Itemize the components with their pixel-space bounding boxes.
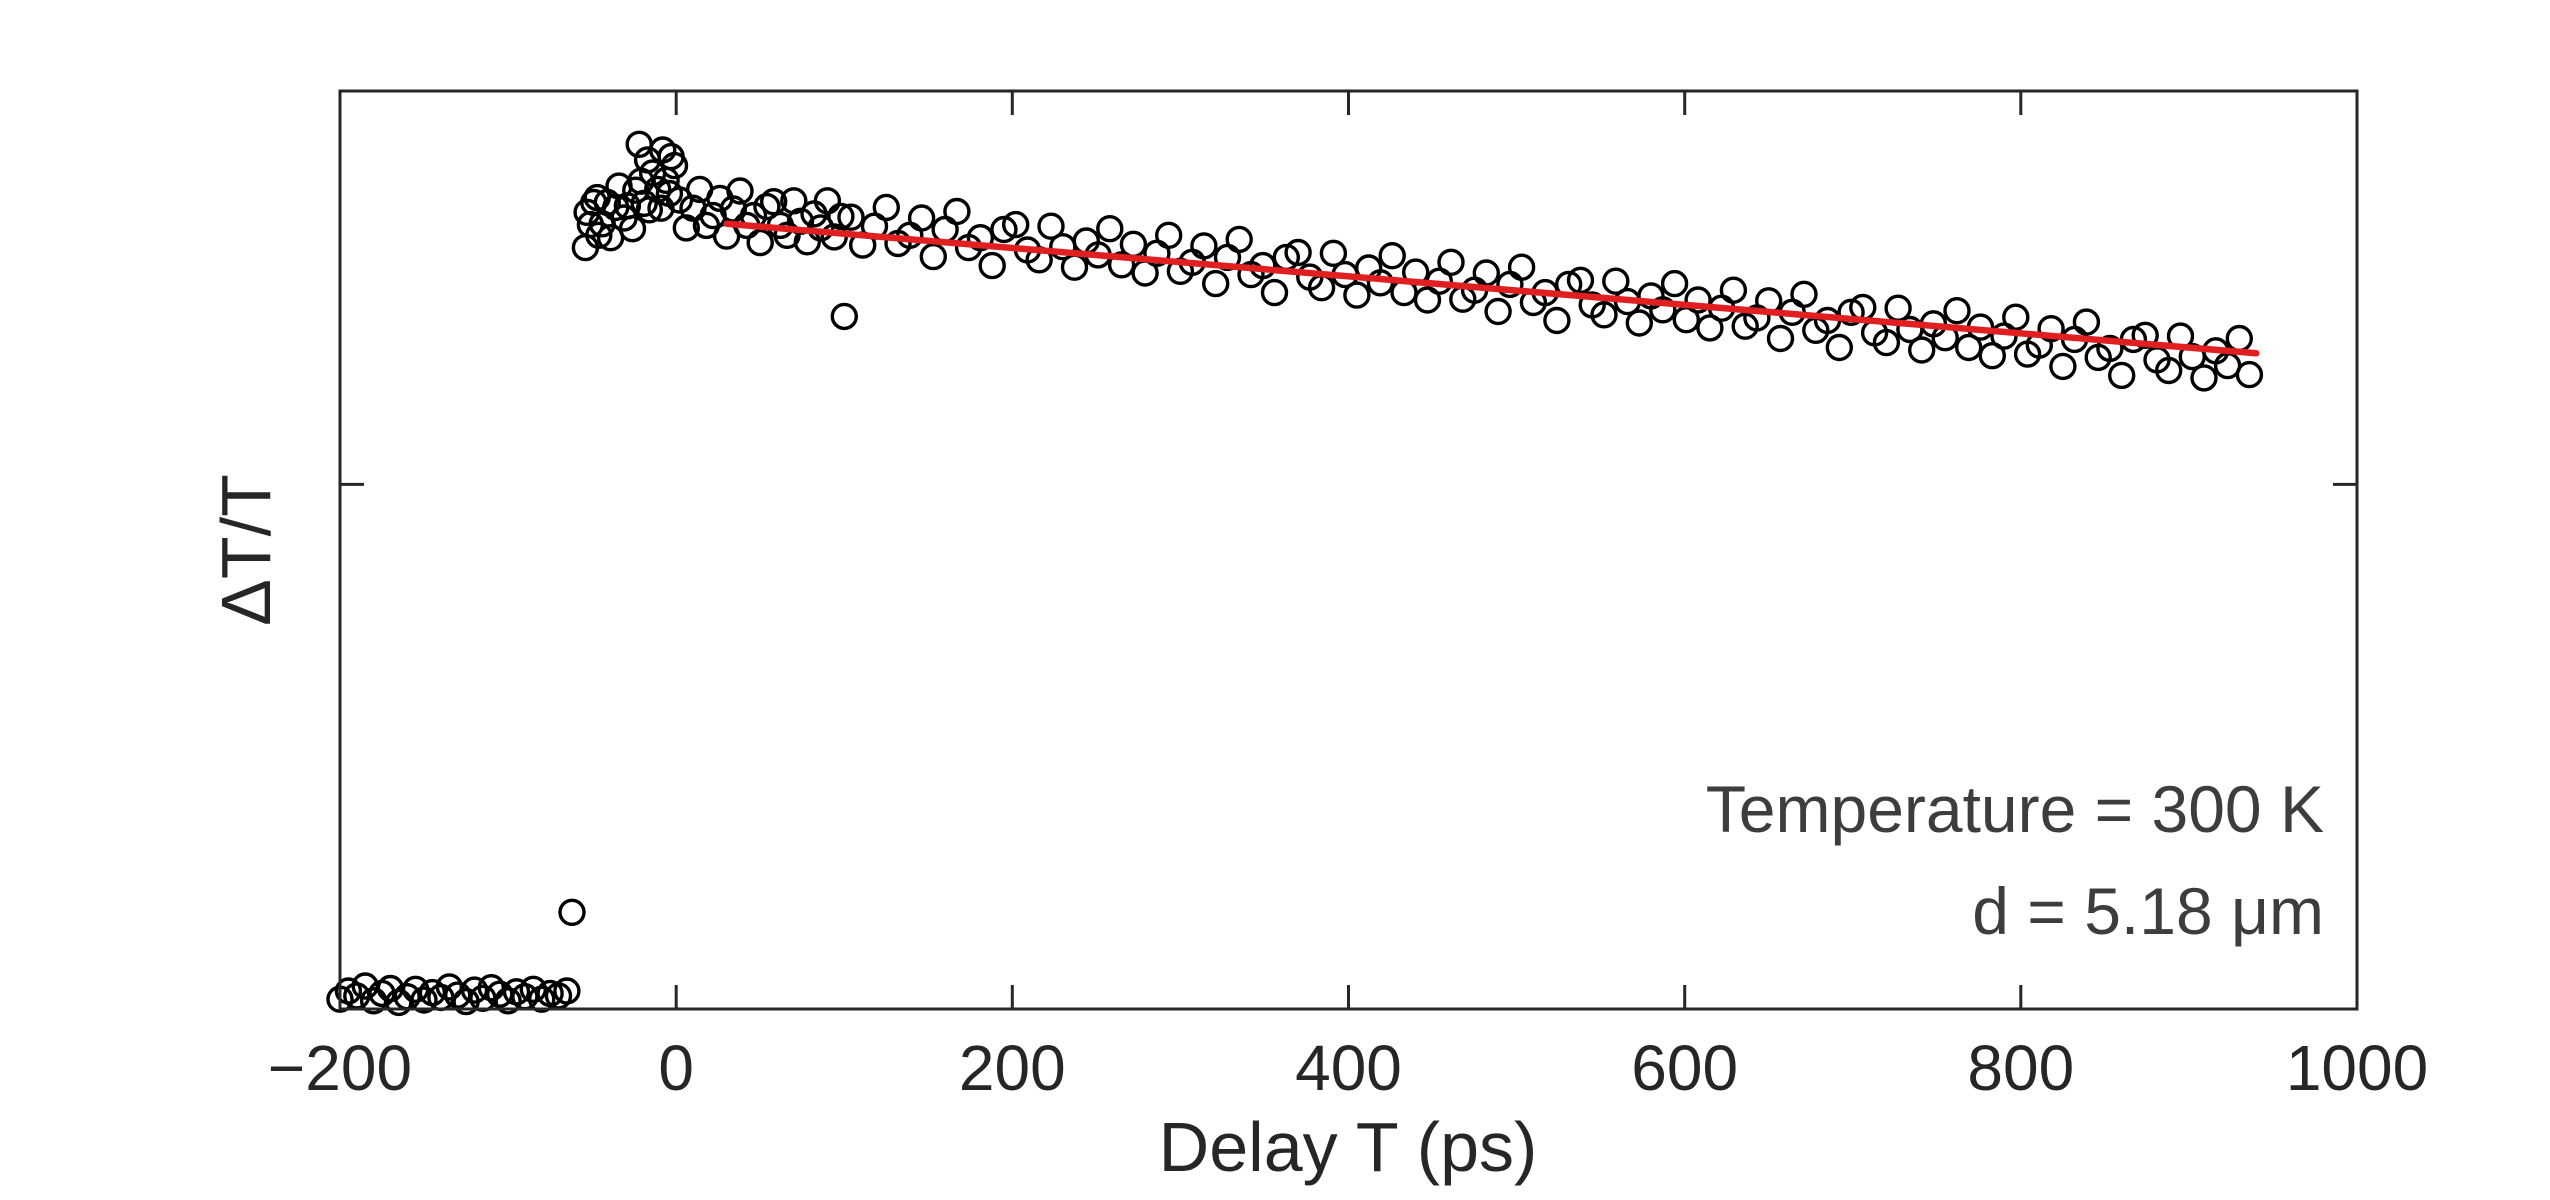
annotation-temperature: Temperature = 300 K [1705, 772, 2324, 846]
data-point [585, 221, 613, 250]
data-point [830, 302, 858, 331]
data-point [1284, 238, 1312, 267]
data-point [2235, 360, 2264, 389]
data-point [990, 215, 1018, 244]
annotation-block: Temperature = 300 K d = 5.18 μm [1706, 758, 2324, 962]
data-point [1954, 333, 1983, 362]
data-point [1319, 239, 1348, 268]
x-tick-label: 0 [658, 1032, 694, 1104]
data-point [2190, 364, 2218, 392]
data-point [553, 977, 581, 1005]
data-point [1437, 248, 1465, 276]
data-point [618, 214, 647, 243]
data-point [2049, 352, 2077, 381]
data-point [1625, 309, 1654, 337]
data-point [1378, 241, 1406, 270]
data-point [1225, 225, 1253, 254]
data-point [410, 986, 438, 1014]
data-point [460, 976, 489, 1004]
data-point [672, 214, 700, 242]
data-point [837, 203, 865, 231]
data-point [1684, 286, 1712, 314]
data-point [1002, 210, 1030, 239]
x-tick-label: −200 [268, 1032, 412, 1104]
data-point [2107, 361, 2136, 390]
data-point [1154, 221, 1183, 250]
data-point [1790, 280, 1818, 308]
data-point [1660, 269, 1689, 298]
data-point [1602, 267, 1630, 295]
data-point [1543, 306, 1571, 335]
data-point [2037, 315, 2065, 343]
data-point [558, 898, 586, 926]
fit-line [723, 220, 2260, 357]
data-point [1943, 297, 1971, 325]
data-point [1472, 259, 1501, 287]
data-point [827, 202, 855, 231]
data-point [943, 197, 971, 226]
x-tick-label: 1000 [2286, 1032, 2428, 1104]
data-point [813, 187, 842, 215]
data-point [1649, 296, 1677, 324]
data-point [660, 151, 689, 180]
y-axis-label: ΔT/T [207, 474, 285, 626]
data-point [1507, 253, 1536, 281]
data-point [644, 175, 672, 204]
x-tick-label: 600 [1631, 1032, 1738, 1104]
data-point [1907, 336, 1936, 364]
data-point [477, 974, 505, 1002]
data-point [1566, 266, 1595, 294]
data-point [1872, 328, 1901, 357]
data-point [753, 192, 781, 221]
data-point [1119, 230, 1148, 259]
data-point [1343, 281, 1371, 309]
data-point [1825, 333, 1854, 362]
data-point [907, 204, 936, 232]
data-point [1696, 314, 1724, 342]
x-tick-label: 800 [1967, 1032, 2074, 1104]
x-tick-label: 200 [959, 1032, 1066, 1104]
data-point [2225, 324, 2254, 353]
data-point [919, 242, 947, 271]
data-point [1590, 301, 1618, 329]
data-point [1978, 342, 2007, 370]
x-axis-label: Delay T (ps) [1158, 1108, 1538, 1186]
data-point [931, 215, 959, 244]
data-point [2131, 321, 2159, 349]
data-point [2002, 303, 2030, 331]
data-point [1190, 232, 1218, 260]
data-point [494, 987, 522, 1015]
data-point [1719, 276, 1748, 304]
annotation-thickness: d = 5.18 μm [1972, 874, 2324, 948]
data-point [1484, 297, 1512, 326]
data-point [1037, 212, 1065, 240]
data-point [872, 193, 900, 222]
data-point [1260, 278, 1289, 307]
data-point [2072, 308, 2101, 336]
data-point [2096, 334, 2124, 363]
data-point [966, 223, 995, 252]
data-point [1766, 324, 1795, 353]
data-point [978, 251, 1006, 280]
data-point [2154, 356, 2183, 385]
data-point [1201, 269, 1230, 298]
data-point [746, 228, 774, 257]
data-point [1060, 253, 1089, 281]
data-point [726, 177, 754, 205]
data-point [1096, 214, 1124, 243]
data-point [1107, 251, 1136, 279]
x-tick-label: 400 [1295, 1032, 1402, 1104]
